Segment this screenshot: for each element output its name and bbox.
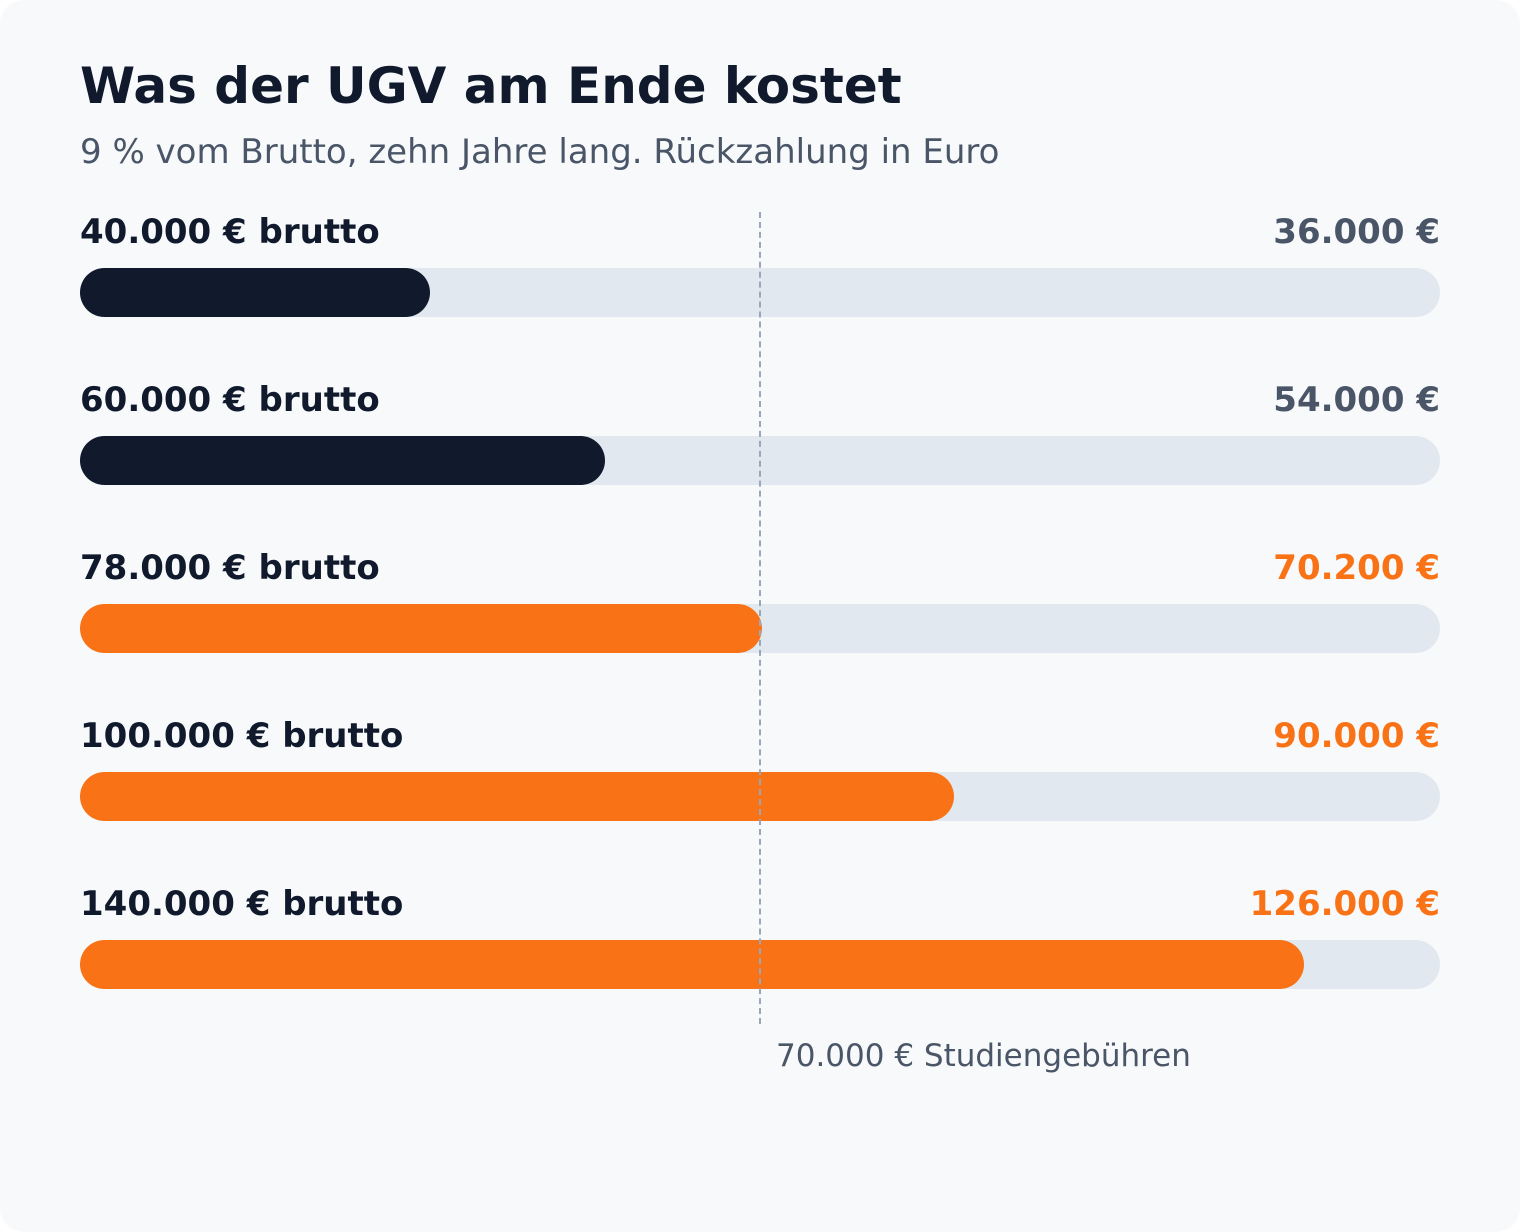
bar: [80, 940, 1304, 989]
value-label: 90.000 €: [1273, 716, 1440, 756]
bar: [80, 772, 955, 821]
value-label: 126.000 €: [1249, 884, 1440, 924]
bar-row: 60.000 € brutto 54.000 €: [80, 380, 1440, 490]
bar: [80, 604, 762, 653]
bar-track: [80, 772, 1440, 821]
bar-row: 78.000 € brutto 70.200 €: [80, 548, 1440, 658]
bar: [80, 268, 430, 317]
category-label: 40.000 € brutto: [80, 212, 380, 252]
bar: [80, 436, 605, 485]
chart-subtitle: 9 % vom Brutto, zehn Jahre lang. Rückzah…: [80, 132, 1000, 172]
reference-line: [759, 212, 761, 1024]
category-label: 140.000 € brutto: [80, 884, 404, 924]
value-label: 36.000 €: [1273, 212, 1440, 252]
chart-title: Was der UGV am Ende kostet: [80, 57, 902, 115]
value-label: 70.200 €: [1273, 548, 1440, 588]
bar-row: 100.000 € brutto 90.000 €: [80, 716, 1440, 826]
reference-label: 70.000 € Studiengebühren: [776, 1038, 1191, 1074]
category-label: 60.000 € brutto: [80, 380, 380, 420]
category-label: 100.000 € brutto: [80, 716, 404, 756]
value-label: 54.000 €: [1273, 380, 1440, 420]
category-label: 78.000 € brutto: [80, 548, 380, 588]
